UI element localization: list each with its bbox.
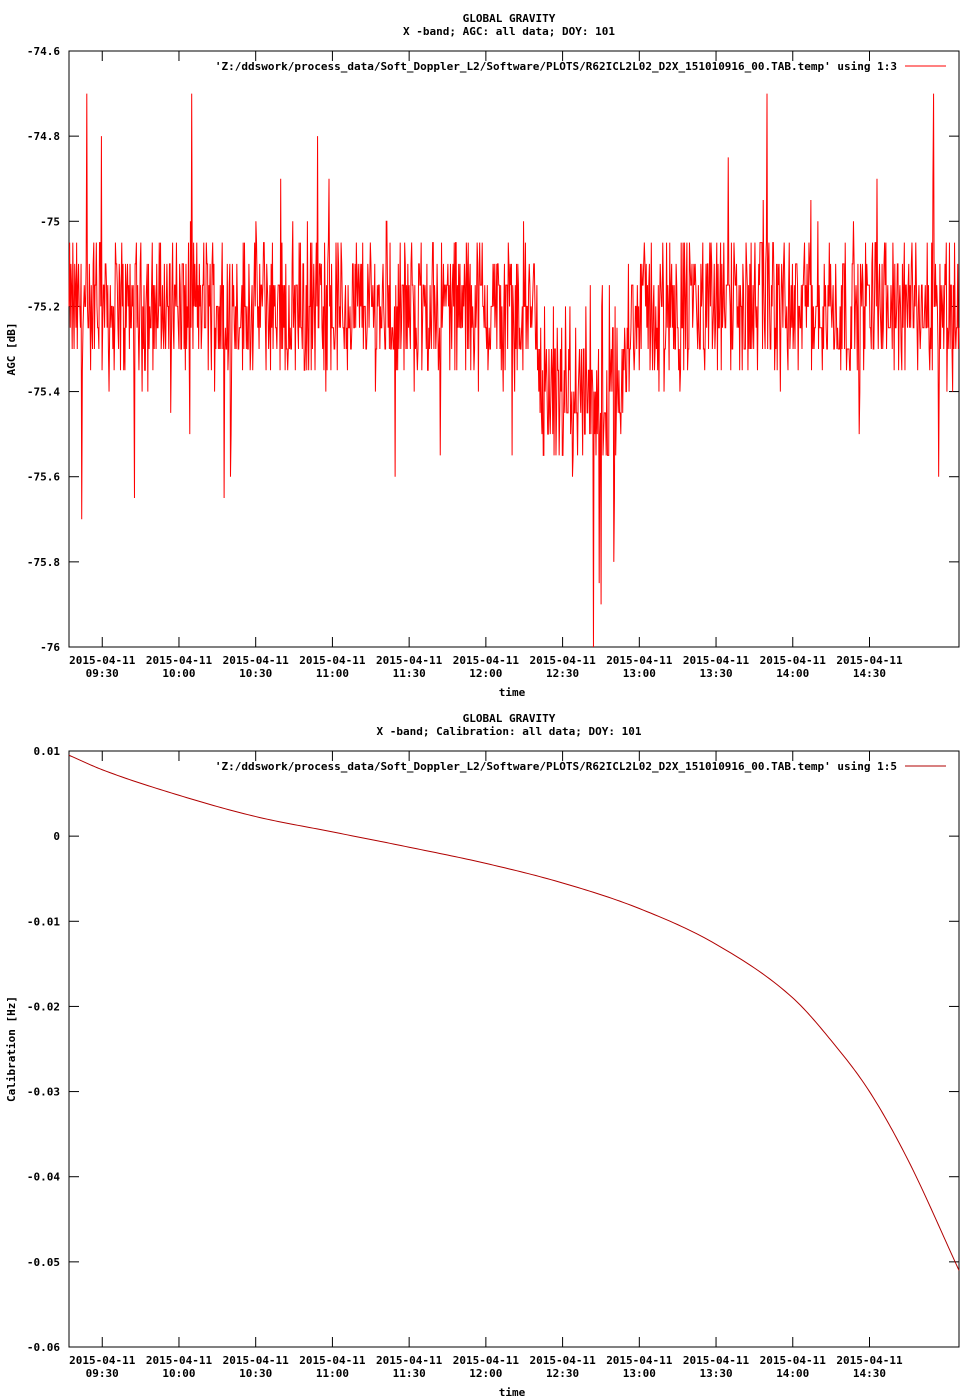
x-tick-time: 10:00	[162, 667, 195, 680]
x-tick-time: 14:00	[776, 667, 809, 680]
x-tick-date: 2015-04-11	[299, 654, 366, 667]
y-tick-label: -0.03	[27, 1086, 60, 1099]
x-tick-time: 11:00	[316, 1367, 349, 1380]
x-tick-date: 2015-04-11	[69, 654, 136, 667]
x-tick-date: 2015-04-11	[836, 654, 903, 667]
x-tick-date: 2015-04-11	[606, 1354, 673, 1367]
x-tick-date: 2015-04-11	[299, 1354, 366, 1367]
y-tick-label: -74.6	[27, 45, 60, 58]
x-tick-time: 14:30	[853, 1367, 886, 1380]
x-tick-date: 2015-04-11	[760, 1354, 827, 1367]
chart-subtitle: X -band; Calibration: all data; DOY: 101	[377, 725, 642, 738]
x-tick-time: 11:30	[393, 1367, 426, 1380]
y-tick-label: -76	[40, 641, 60, 654]
x-tick-date: 2015-04-11	[223, 1354, 290, 1367]
x-axis-label: time	[499, 1386, 526, 1399]
y-axis-label: Calibration [Hz]	[5, 996, 18, 1102]
x-tick-time: 10:00	[162, 1367, 195, 1380]
x-tick-time: 14:00	[776, 1367, 809, 1380]
legend-label: 'Z:/ddswork/process_data/Soft_Doppler_L2…	[215, 60, 897, 73]
x-tick-time: 10:30	[239, 667, 272, 680]
y-tick-label: 0	[53, 830, 60, 843]
y-tick-label: -75.4	[27, 386, 60, 399]
x-tick-time: 13:30	[699, 1367, 732, 1380]
x-tick-time: 09:30	[86, 1367, 119, 1380]
y-axis-label: AGC [dB]	[5, 323, 18, 376]
y-tick-label: -75	[40, 215, 60, 228]
y-tick-label: 0.01	[34, 745, 61, 758]
x-tick-date: 2015-04-11	[376, 1354, 443, 1367]
y-tick-label: -75.8	[27, 556, 60, 569]
x-tick-date: 2015-04-11	[223, 654, 290, 667]
x-tick-date: 2015-04-11	[836, 1354, 903, 1367]
x-tick-time: 12:00	[469, 667, 502, 680]
chart-title: GLOBAL GRAVITY	[463, 12, 556, 25]
legend-label: 'Z:/ddswork/process_data/Soft_Doppler_L2…	[215, 760, 897, 773]
x-tick-time: 12:30	[546, 1367, 579, 1380]
x-tick-time: 12:00	[469, 1367, 502, 1380]
plot-frame	[68, 750, 960, 1348]
x-tick-date: 2015-04-11	[146, 654, 213, 667]
plot-frame	[68, 50, 960, 648]
y-tick-label: -0.04	[27, 1171, 60, 1184]
y-tick-label: -0.06	[27, 1341, 60, 1354]
series-line	[68, 93, 960, 648]
x-tick-time: 10:30	[239, 1367, 272, 1380]
x-tick-date: 2015-04-11	[683, 1354, 750, 1367]
x-tick-date: 2015-04-11	[376, 654, 443, 667]
x-tick-time: 09:30	[86, 667, 119, 680]
x-tick-date: 2015-04-11	[529, 1354, 596, 1367]
y-tick-label: -75.6	[27, 471, 60, 484]
chart-subtitle: X -band; AGC: all data; DOY: 101	[403, 25, 615, 38]
x-tick-date: 2015-04-11	[606, 654, 673, 667]
y-tick-label: -74.8	[27, 130, 60, 143]
x-axis-label: time	[499, 686, 526, 699]
x-tick-time: 11:30	[393, 667, 426, 680]
y-tick-label: -0.01	[27, 915, 60, 928]
x-tick-time: 12:30	[546, 667, 579, 680]
x-tick-time: 13:30	[699, 667, 732, 680]
x-tick-date: 2015-04-11	[453, 1354, 520, 1367]
x-tick-date: 2015-04-11	[146, 1354, 213, 1367]
y-tick-label: -0.05	[27, 1256, 60, 1269]
x-tick-date: 2015-04-11	[529, 654, 596, 667]
x-tick-date: 2015-04-11	[760, 654, 827, 667]
chart-title: GLOBAL GRAVITY	[463, 712, 556, 725]
x-tick-time: 13:00	[623, 1367, 656, 1380]
series-line	[68, 754, 960, 1271]
x-tick-time: 11:00	[316, 667, 349, 680]
x-tick-date: 2015-04-11	[683, 654, 750, 667]
y-tick-label: -75.2	[27, 300, 60, 313]
x-tick-date: 2015-04-11	[453, 654, 520, 667]
y-tick-label: -0.02	[27, 1000, 60, 1013]
x-tick-time: 13:00	[623, 667, 656, 680]
x-tick-date: 2015-04-11	[69, 1354, 136, 1367]
x-tick-time: 14:30	[853, 667, 886, 680]
